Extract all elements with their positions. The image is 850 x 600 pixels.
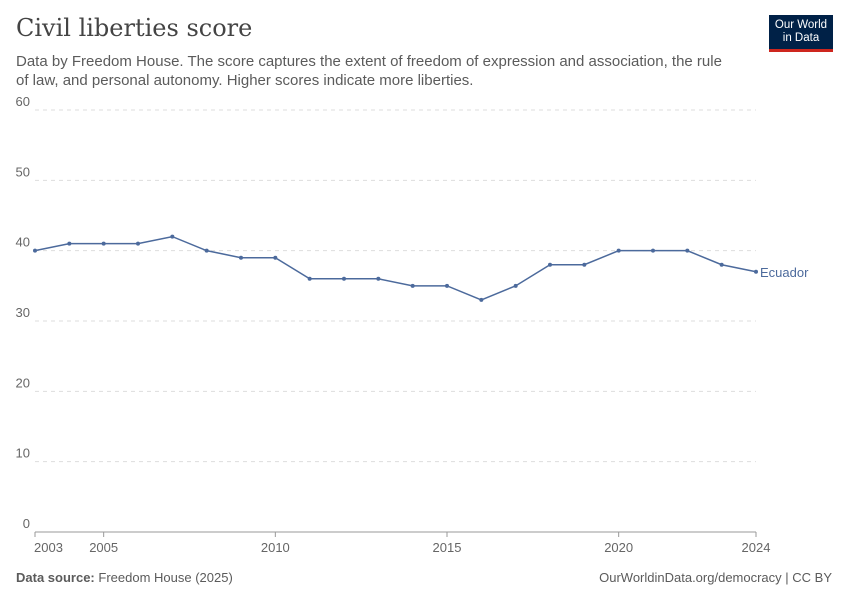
x-tick-label: 2015	[433, 540, 462, 555]
x-tick-label: 2003	[34, 540, 63, 555]
series-line	[34, 235, 757, 301]
data-point	[273, 255, 278, 260]
y-tick-label: 60	[16, 94, 30, 109]
data-point	[548, 262, 552, 267]
data-point	[754, 269, 758, 274]
data-point	[239, 255, 243, 260]
data-point	[101, 241, 106, 246]
y-tick-label: 30	[16, 305, 30, 320]
data-point	[342, 276, 346, 281]
data-point	[445, 283, 449, 288]
data-point	[582, 262, 587, 267]
x-tick-label: 2020	[604, 540, 633, 555]
data-source: Data source: Freedom House (2025)	[16, 570, 233, 585]
data-point	[376, 276, 381, 281]
y-tick-label: 50	[16, 164, 30, 179]
y-tick-label: 40	[16, 235, 30, 250]
data-point	[136, 241, 140, 246]
x-tick-label: 2005	[89, 540, 118, 555]
footer-url[interactable]: OurWorldinData.org/democracy | CC BY	[599, 570, 832, 585]
y-tick-label: 20	[16, 375, 30, 390]
source-label: Data source:	[16, 570, 95, 585]
y-tick-label: 10	[16, 446, 30, 461]
data-point	[33, 248, 37, 253]
owid-logo[interactable]: Our World in Data	[769, 15, 833, 52]
data-point	[513, 283, 518, 288]
y-tick-label: 0	[23, 516, 30, 531]
series-label: Ecuador	[760, 265, 809, 280]
chart-subtitle: Data by Freedom House. The score capture…	[16, 53, 722, 89]
x-tick-label: 2010	[261, 540, 290, 555]
source-value[interactable]: Freedom House (2025)	[98, 570, 233, 585]
data-point	[651, 248, 655, 253]
chart-title: Civil liberties score	[16, 14, 253, 42]
x-tick-label: 2024	[742, 540, 771, 555]
data-point	[410, 283, 415, 288]
data-point	[685, 248, 690, 253]
data-point	[170, 234, 175, 239]
data-point	[479, 297, 484, 302]
data-point	[616, 248, 621, 253]
data-point	[307, 276, 312, 281]
line-chart: 0 10 20 30 40 50 60 2003 2005 2010 2015 2020 2024 Ecu…	[16, 94, 810, 555]
data-point	[204, 248, 209, 253]
logo-text: Our World in Data	[774, 19, 828, 44]
data-point	[67, 241, 72, 246]
data-point	[719, 262, 724, 267]
